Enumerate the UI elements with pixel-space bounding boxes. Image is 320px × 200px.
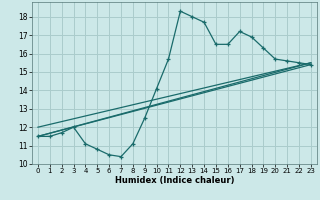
X-axis label: Humidex (Indice chaleur): Humidex (Indice chaleur) bbox=[115, 176, 234, 185]
